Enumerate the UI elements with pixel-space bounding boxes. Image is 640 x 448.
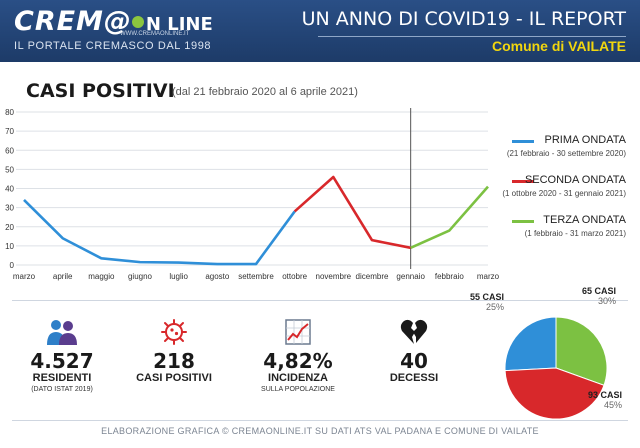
x-tick-label: novembre bbox=[316, 272, 352, 281]
x-tick-label: gennaio bbox=[396, 272, 425, 281]
stat-value: 4.527 bbox=[30, 349, 94, 373]
stat-casi-positivi: 218 CASI POSITIVI bbox=[126, 318, 222, 385]
trend-chart-icon bbox=[285, 319, 311, 345]
pie-count: 55 CASI bbox=[470, 292, 505, 302]
y-tick-label: 0 bbox=[10, 261, 15, 270]
y-tick-label: 50 bbox=[5, 165, 14, 174]
legend-item-prima: PRIMA ONDATA (21 febbraio - 30 settembre… bbox=[496, 134, 632, 174]
logo-url: WWW.CREMAONLINE.IT bbox=[120, 31, 190, 37]
x-tick-label: agosto bbox=[205, 272, 230, 281]
legend-name: PRIMA ONDATA bbox=[544, 134, 627, 146]
legend-swatch-seconda bbox=[512, 180, 534, 183]
pie-percent: 25% bbox=[486, 302, 505, 312]
legend-item-terza: TERZA ONDATA (1 febbraio - 31 marzo 2021… bbox=[496, 214, 632, 254]
pie-percent: 45% bbox=[604, 400, 623, 410]
x-tick-label: febbraio bbox=[435, 272, 464, 281]
stat-value: 4,82% bbox=[263, 349, 333, 373]
legend-range: (1 febbraio - 31 marzo 2021) bbox=[524, 229, 626, 238]
x-tick-label: marzo bbox=[13, 272, 36, 281]
legend-item-seconda: SECONDA ONDATA (1 ottobre 2020 - 31 genn… bbox=[496, 174, 632, 214]
y-tick-label: 30 bbox=[5, 204, 14, 213]
stat-label: CASI POSITIVI bbox=[136, 372, 212, 384]
legend-name: TERZA ONDATA bbox=[543, 214, 626, 226]
x-tick-label: ottobre bbox=[282, 272, 307, 281]
logo-main-text: CREM@ bbox=[14, 6, 132, 37]
x-tick-label: giugno bbox=[128, 272, 153, 281]
header-banner: CREM@ N LINE WWW.CREMAONLINE.IT IL PORTAL… bbox=[0, 0, 640, 62]
stat-note: SULLA POPOLAZIONE bbox=[261, 386, 335, 393]
logo-dot-icon bbox=[131, 16, 144, 28]
report-title: UN ANNO DI COVID19 - IL REPORT bbox=[301, 8, 626, 30]
stat-label: DECESSI bbox=[389, 372, 439, 384]
virus-icon bbox=[161, 319, 187, 345]
legend-swatch-prima bbox=[512, 140, 534, 143]
series-line-2 bbox=[293, 175, 411, 250]
x-tick-label: dicembre bbox=[356, 272, 389, 281]
y-tick-label: 40 bbox=[5, 185, 14, 194]
stat-label: INCIDENZA bbox=[268, 372, 328, 384]
x-tick-label: maggio bbox=[88, 272, 115, 281]
stat-decessi: 40 DECESSI bbox=[366, 318, 462, 385]
pie-chart bbox=[504, 316, 608, 420]
stat-value: 40 bbox=[400, 349, 428, 373]
y-tick-label: 70 bbox=[5, 127, 14, 136]
y-tick-label: 80 bbox=[5, 108, 14, 117]
stat-label: RESIDENTI bbox=[32, 372, 92, 384]
broken-heart-icon bbox=[400, 319, 428, 344]
logo[interactable]: CREM@ N LINE bbox=[14, 6, 213, 37]
y-tick-label: 60 bbox=[5, 146, 14, 155]
line-chart: 0 10 20 30 40 50 60 70 80 marzo aprile maggio giugno… bbox=[5, 108, 500, 281]
pie-slice-3 bbox=[504, 367, 605, 420]
x-tick-label: marzo bbox=[477, 272, 500, 281]
footer-divider bbox=[12, 420, 628, 421]
people-icon bbox=[47, 320, 77, 345]
report-subtitle: Comune di VAILATE bbox=[491, 38, 626, 54]
legend-range: (1 ottobre 2020 - 31 gennaio 2021) bbox=[502, 189, 626, 198]
legend-name: SECONDA ONDATA bbox=[524, 174, 626, 186]
logo-tagline: IL PORTALE CREMASCO DAL 1998 bbox=[14, 40, 212, 52]
x-tick-label: settembre bbox=[238, 272, 274, 281]
series-line-3 bbox=[410, 185, 489, 249]
pie-label-seconda: 93 CASI 45% bbox=[588, 390, 622, 410]
pie-count: 65 CASI bbox=[582, 286, 617, 296]
pie-percent: 30% bbox=[598, 296, 617, 306]
section-title: CASI POSITIVI bbox=[26, 80, 175, 102]
legend-swatch-terza bbox=[512, 220, 534, 223]
x-tick-label: aprile bbox=[53, 272, 73, 281]
pie-label-terza: 65 CASI 30% bbox=[582, 286, 616, 306]
section-divider bbox=[12, 300, 628, 301]
stat-value: 218 bbox=[153, 349, 195, 373]
pie-count: 93 CASI bbox=[588, 390, 623, 400]
series-line-1 bbox=[23, 199, 296, 266]
pie-label-prima: 55 CASI 25% bbox=[470, 292, 504, 312]
stat-note: (DATO ISTAT 2019) bbox=[31, 386, 93, 393]
y-tick-label: 10 bbox=[5, 242, 14, 251]
stat-residenti: 4.527 RESIDENTI (DATO ISTAT 2019) bbox=[14, 318, 110, 394]
pie-slice-2 bbox=[555, 316, 608, 386]
stat-incidenza: 4,82% INCIDENZA SULLA POPOLAZIONE bbox=[250, 318, 346, 394]
pie-slice-1 bbox=[504, 316, 557, 372]
y-tick-label: 20 bbox=[5, 223, 14, 232]
section-range: (dal 21 febbraio 2020 al 6 aprile 2021) bbox=[172, 86, 358, 98]
header-divider bbox=[318, 36, 626, 37]
footer-credit: ELABORAZIONE GRAFICA © CREMAONLINE.IT SU… bbox=[101, 426, 539, 436]
logo-online-text: N LINE bbox=[145, 14, 213, 35]
chart-legend: PRIMA ONDATA (21 febbraio - 30 settembre… bbox=[496, 134, 632, 254]
x-tick-label: luglio bbox=[169, 272, 188, 281]
legend-range: (21 febbraio - 30 settembre 2020) bbox=[506, 149, 626, 158]
